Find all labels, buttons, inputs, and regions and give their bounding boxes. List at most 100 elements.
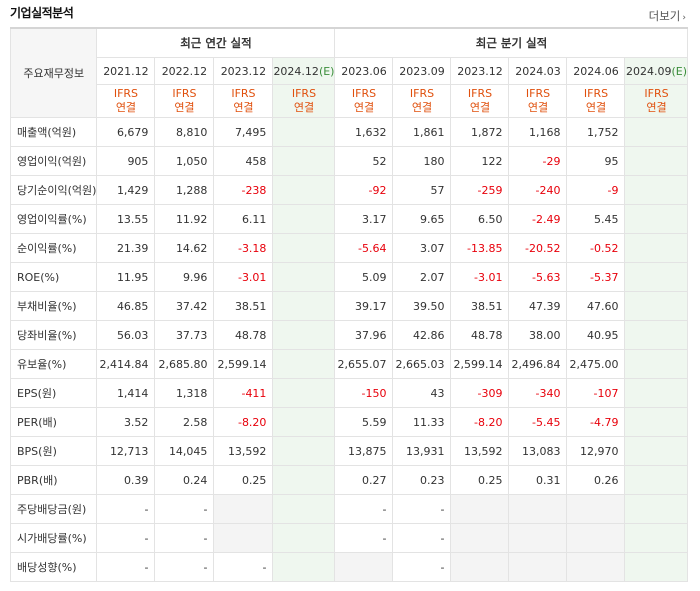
table-cell: 42.86 (392, 320, 452, 350)
estimate-mark: (E) (318, 64, 335, 78)
table-cell: -13.85 (450, 233, 510, 263)
table-cell: 21.39 (96, 233, 156, 263)
table-cell: 2,655.07 (334, 349, 394, 379)
ifrs-badge: IFRS 연결 (624, 84, 689, 118)
table-cell (272, 523, 336, 553)
table-cell: - (154, 552, 215, 582)
period-label: 2023.06 (341, 64, 387, 78)
period-label: 2024.03 (515, 64, 561, 78)
table-cell: - (96, 523, 156, 553)
chevron-right-icon: › (682, 13, 686, 23)
table-row: 순이익률(%) 21.39 14.62 -3.18 -5.64 3.07 -13.85 -20… (9, 233, 689, 263)
table-cell: 11.33 (392, 407, 452, 437)
row-label: 매출액(억원) (9, 117, 98, 147)
table-cell (508, 523, 568, 553)
consolidated-label: 연결 (527, 101, 549, 114)
table-cell (624, 349, 689, 379)
table-cell: 47.60 (566, 291, 626, 321)
table-cell (272, 378, 336, 408)
table-cell: 1,861 (392, 117, 452, 147)
table-cell: 39.50 (392, 291, 452, 321)
ifrs-label: IFRS (172, 87, 197, 100)
table-cell: -5.63 (508, 262, 568, 292)
table-cell: 0.26 (566, 465, 626, 495)
table-row: 유보율(%) 2,414.84 2,685.80 2,599.14 2,655.07 2,… (9, 349, 689, 379)
table-cell: 1,429 (96, 175, 156, 205)
table-cell: 0.39 (96, 465, 156, 495)
estimate-mark: (E) (671, 64, 687, 78)
period-label: 2023.12 (457, 64, 503, 78)
table-cell: 14,045 (154, 436, 215, 466)
table-cell: -8.20 (213, 407, 274, 437)
table-cell: 13,592 (213, 436, 274, 466)
financial-table: 주요재무정보 최근 연간 실적 최근 분기 실적 2021.12 2022.12 2… (9, 27, 689, 582)
table-cell: 2,475.00 (566, 349, 626, 379)
table-cell: 52 (334, 146, 394, 176)
table-cell: 38.00 (508, 320, 568, 350)
table-cell (508, 552, 568, 582)
row-label: BPS(원) (9, 436, 98, 466)
table-cell: 39.17 (334, 291, 394, 321)
table-cell: -3.01 (450, 262, 510, 292)
consolidated-label: 연결 (411, 101, 433, 114)
consolidated-label: 연결 (293, 101, 315, 114)
table-cell: -240 (508, 175, 568, 205)
ifrs-badge: IFRS 연결 (334, 84, 394, 118)
table-row: ROE(%) 11.95 9.96 -3.01 5.09 2.07 -3.01 -5.63 -5… (9, 262, 689, 292)
table-cell: 0.27 (334, 465, 394, 495)
table-cell: 122 (450, 146, 510, 176)
table-cell (624, 552, 689, 582)
table-cell (213, 494, 274, 524)
table-cell: -411 (213, 378, 274, 408)
ifrs-badge: IFRS 연결 (154, 84, 215, 118)
table-cell: -107 (566, 378, 626, 408)
table-cell (566, 552, 626, 582)
table-cell: 0.31 (508, 465, 568, 495)
table-cell: 2.58 (154, 407, 215, 437)
row-label: 영업이익(억원) (9, 146, 98, 176)
table-cell: - (213, 552, 274, 582)
table-row: 배당성향(%) - - - - (9, 552, 689, 582)
ifrs-label: IFRS (291, 87, 317, 100)
table-cell: -3.01 (213, 262, 274, 292)
ifrs-label: IFRS (231, 87, 256, 100)
table-cell (272, 117, 336, 147)
ifrs-label: IFRS (409, 87, 435, 100)
table-cell: 0.25 (213, 465, 274, 495)
row-label: 당기순이익(억원) (9, 175, 98, 205)
table-cell: 40.95 (566, 320, 626, 350)
table-row: 시가배당률(%) - - - - (9, 523, 689, 553)
table-cell: -2.49 (508, 204, 568, 234)
table-cell: - (334, 523, 394, 553)
table-cell: - (392, 494, 452, 524)
table-cell (272, 349, 336, 379)
row-label: 영업이익률(%) (9, 204, 98, 234)
table-cell (624, 320, 689, 350)
row-label: 부채비율(%) (9, 291, 98, 321)
table-cell (334, 552, 394, 582)
period-label: 2022.12 (161, 64, 208, 78)
period-header: 2024.03 (508, 57, 568, 85)
period-header: 2021.12 (96, 57, 156, 85)
period-header: 2023.12 (213, 57, 274, 85)
table-cell: 37.42 (154, 291, 215, 321)
consolidated-label: 연결 (174, 101, 195, 114)
table-cell (624, 407, 689, 437)
table-cell (272, 320, 336, 350)
table-cell: 13,875 (334, 436, 394, 466)
table-cell: 5.59 (334, 407, 394, 437)
period-header: 2024.12(E) (272, 57, 336, 85)
table-row: 부채비율(%) 46.85 37.42 38.51 39.17 39.50 38.51 47.… (9, 291, 689, 321)
table-cell: -92 (334, 175, 394, 205)
table-cell: -9 (566, 175, 626, 205)
table-cell: 9.65 (392, 204, 452, 234)
more-label: 더보기 (648, 9, 681, 23)
row-label: PBR(배) (9, 465, 98, 495)
label-column-header: 주요재무정보 (9, 27, 98, 118)
table-row: 영업이익률(%) 13.55 11.92 6.11 3.17 9.65 6.50 -2.49 5… (9, 204, 689, 234)
table-cell (272, 204, 336, 234)
table-cell: 6,679 (96, 117, 156, 147)
table-row: 당기순이익(억원) 1,429 1,288 -238 -92 57 -259 -240 -9 (9, 175, 689, 205)
table-cell: -309 (450, 378, 510, 408)
more-link[interactable]: 더보기 › (649, 8, 686, 24)
